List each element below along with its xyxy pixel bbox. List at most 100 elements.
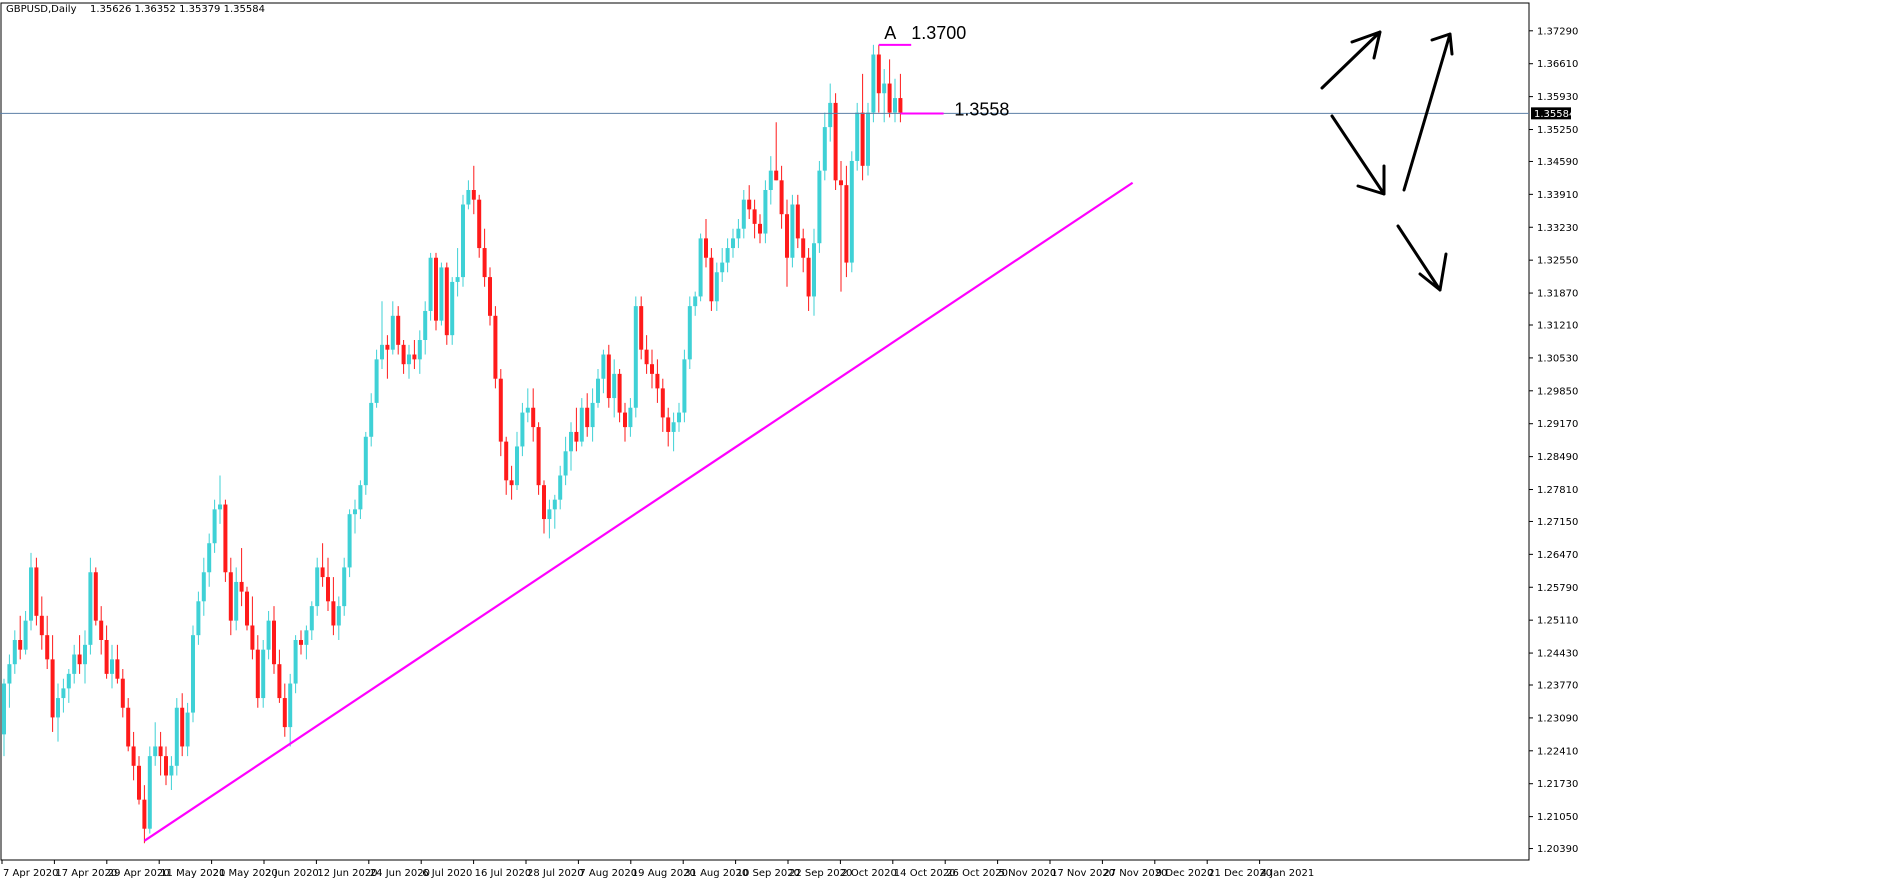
- candle-body: [650, 364, 654, 374]
- candle-body: [72, 654, 77, 674]
- candle-body: [115, 659, 120, 679]
- candle-body: [428, 257, 433, 311]
- candle-body: [83, 644, 87, 665]
- candle: [396, 306, 401, 355]
- candle: [590, 388, 595, 442]
- y-tick-label: 1.25110: [1537, 616, 1578, 627]
- x-tick-label: 12 Jun 2020: [317, 868, 377, 879]
- arrow-up-short: [1320, 30, 1382, 90]
- x-tick-label: 5 Nov 2020: [999, 868, 1057, 879]
- candle: [833, 93, 838, 190]
- candle-body: [574, 431, 579, 442]
- candle-body: [304, 630, 309, 645]
- candle-body: [461, 204, 465, 278]
- candle: [531, 388, 536, 442]
- candle: [266, 610, 271, 660]
- candle-body: [639, 306, 644, 350]
- candle-body: [169, 765, 174, 776]
- candle-body: [444, 267, 449, 336]
- candle: [806, 248, 811, 311]
- candle-body: [504, 441, 509, 481]
- y-tick-label: 1.33230: [1537, 223, 1578, 234]
- candle-body: [833, 102, 838, 181]
- candle: [326, 557, 330, 611]
- candle-body: [412, 354, 417, 360]
- candle-body: [18, 640, 23, 650]
- y-tick-label: 1.31210: [1537, 321, 1578, 332]
- candle: [801, 228, 806, 273]
- candle: [612, 359, 617, 418]
- candle: [83, 630, 87, 684]
- candle-body: [207, 543, 212, 573]
- candle-body: [779, 180, 784, 215]
- candle: [320, 543, 325, 587]
- candles-layer: [2, 44, 903, 844]
- y-tick-label: 1.21050: [1537, 812, 1578, 823]
- x-tick-label: 28 Jul 2020: [527, 868, 584, 879]
- candle-body: [671, 422, 676, 432]
- candle: [288, 673, 293, 747]
- candle-body: [687, 306, 692, 360]
- candle-body: [790, 204, 795, 258]
- candle-body: [466, 190, 471, 205]
- candle: [255, 635, 260, 708]
- candle: [628, 398, 633, 437]
- candle: [444, 262, 449, 345]
- candle: [185, 702, 190, 757]
- candle-body: [110, 659, 114, 674]
- candle: [39, 596, 44, 650]
- candle-body: [201, 572, 206, 602]
- x-tick-label: 7 Aug 2020: [579, 868, 637, 879]
- candle: [498, 369, 503, 457]
- candle-body: [353, 509, 357, 515]
- candle-body: [104, 640, 109, 674]
- candle: [655, 359, 660, 403]
- candle-body: [34, 567, 39, 616]
- x-tick-label: 9 Dec 2020: [1156, 868, 1214, 879]
- candle-body: [617, 373, 622, 413]
- candle: [207, 533, 212, 587]
- candle: [866, 102, 870, 176]
- candle: [644, 335, 649, 374]
- candle-body: [185, 712, 190, 747]
- y-tick-label: 1.34590: [1537, 157, 1578, 168]
- candle-body: [736, 228, 741, 239]
- candle-body: [93, 572, 98, 621]
- candle-body: [56, 698, 60, 718]
- candle-body: [563, 451, 568, 476]
- candle: [282, 683, 287, 737]
- candle: [509, 465, 514, 500]
- candle-body: [488, 277, 492, 316]
- arrow-break-down: [1396, 224, 1448, 292]
- candle-body: [666, 417, 671, 432]
- candle: [623, 402, 627, 442]
- candle-body: [898, 98, 903, 113]
- candle: [147, 746, 152, 834]
- candle: [887, 59, 892, 118]
- candle: [363, 431, 368, 495]
- candle: [417, 330, 422, 374]
- y-tick-label: 1.28490: [1537, 452, 1578, 463]
- x-tick-label: 27 Nov 2020: [1103, 868, 1167, 879]
- y-tick-label: 1.27150: [1537, 517, 1578, 528]
- candle-body: [299, 640, 303, 645]
- candle: [817, 160, 822, 253]
- candle-body: [795, 204, 800, 239]
- candle-body: [423, 310, 428, 340]
- candle: [855, 102, 860, 171]
- x-tick-label: 11 May 2020: [160, 868, 225, 879]
- candle: [434, 252, 438, 331]
- candle-body: [806, 257, 811, 297]
- candle-body: [45, 635, 50, 660]
- candle-body: [250, 625, 255, 650]
- candle-body: [396, 315, 401, 345]
- candle: [633, 296, 638, 418]
- candle-body: [61, 688, 66, 699]
- candle-body: [785, 214, 789, 258]
- current-price-label-box: [1531, 107, 1571, 120]
- candle-body: [261, 649, 266, 699]
- candle: [174, 698, 179, 776]
